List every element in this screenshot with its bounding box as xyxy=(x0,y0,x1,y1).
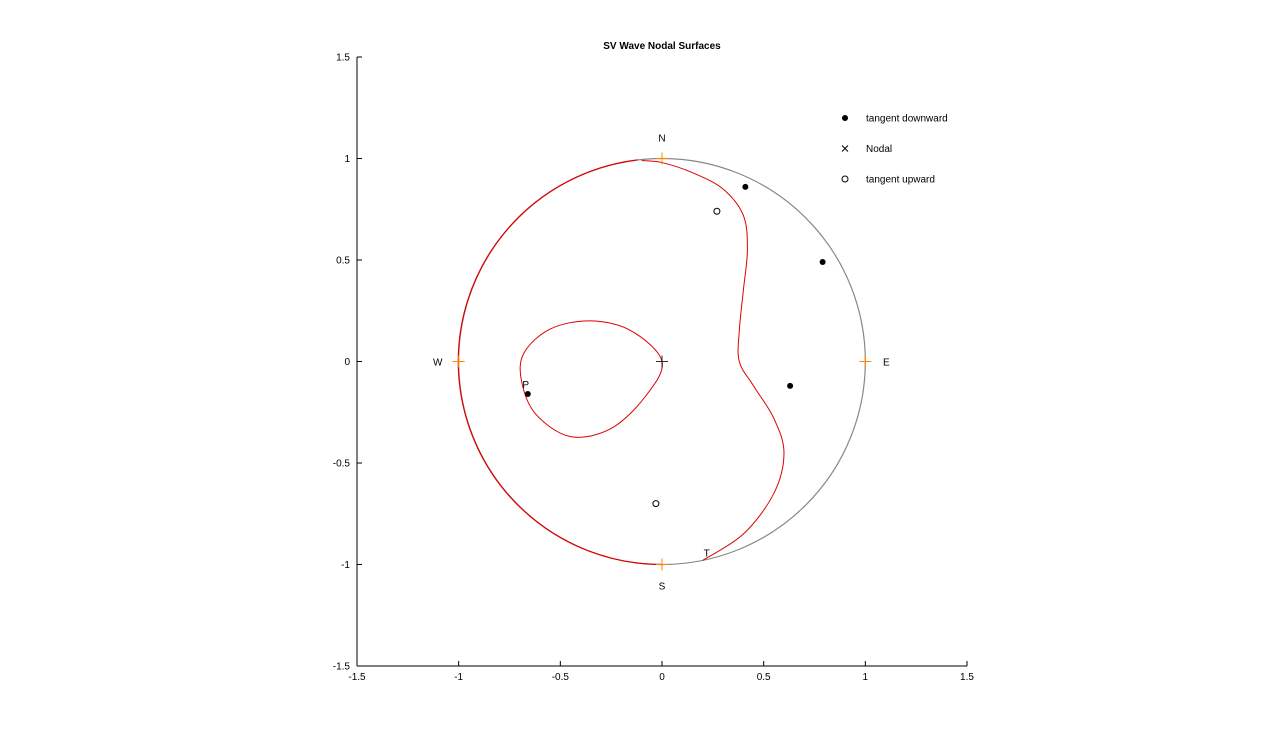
tangent-downward-point xyxy=(524,390,531,397)
x-tick-label: -1.5 xyxy=(348,672,366,683)
legend-marker-x xyxy=(841,145,849,152)
data-points xyxy=(524,183,826,508)
nodal-arc-west xyxy=(457,159,663,566)
legend-label: Nodal xyxy=(866,144,892,155)
y-tick-label: 0.5 xyxy=(336,256,350,267)
y-tick-label: 1 xyxy=(344,154,350,165)
axis-label-t: T xyxy=(704,548,710,559)
legend-label: tangent downward xyxy=(866,114,948,125)
x-tick-label: 0.5 xyxy=(757,672,771,683)
compass-markers: N E S W xyxy=(433,134,890,593)
nodal-curve-1 xyxy=(641,160,785,561)
chart-title: SV Wave Nodal Surfaces xyxy=(603,41,721,52)
x-tick-label: -0.5 xyxy=(552,672,570,683)
y-tick-label: -1 xyxy=(341,560,350,571)
axis-label-p: P xyxy=(522,380,529,391)
tangent-downward-point xyxy=(819,259,826,266)
y-tick-label: 0 xyxy=(344,357,350,368)
y-tick-label: 1.5 xyxy=(336,53,350,64)
tangent-upward-point xyxy=(652,500,660,508)
x-tick-label: 1 xyxy=(863,672,869,683)
legend-marker-open-circle xyxy=(841,175,849,183)
x-tick-label: 1.5 xyxy=(960,672,974,683)
tangent-downward-point xyxy=(787,382,794,389)
tangent-upward-point xyxy=(713,207,721,215)
legend: tangent downward Nodal tangent upward xyxy=(841,114,948,186)
y-tick-label: -0.5 xyxy=(333,459,351,470)
compass-label-n: N xyxy=(658,134,665,145)
compass-label-e: E xyxy=(883,358,890,369)
legend-label: tangent upward xyxy=(866,175,935,186)
axis-annotations: PT xyxy=(522,380,709,559)
compass-label-w: W xyxy=(433,358,443,369)
x-tick-label: 0 xyxy=(659,672,665,683)
y-tick-label: -1.5 xyxy=(333,662,351,673)
nodal-curve-2 xyxy=(519,320,663,438)
axes: -1.5 -1 -0.5 0 0.5 1 1.5 -1.5 -1 -0.5 0 0.5 1 1.5 xyxy=(333,53,975,684)
compass-label-s: S xyxy=(659,582,666,593)
legend-marker-filled-circle xyxy=(842,115,848,121)
x-tick-label: -1 xyxy=(454,672,463,683)
tangent-downward-point xyxy=(742,183,749,190)
